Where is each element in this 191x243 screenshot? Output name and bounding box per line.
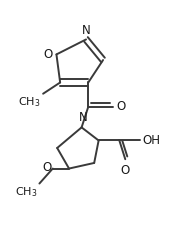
Text: CH$_3$: CH$_3$ [15, 185, 37, 199]
Text: N: N [79, 111, 87, 124]
Text: O: O [116, 100, 126, 113]
Text: CH$_3$: CH$_3$ [18, 95, 41, 109]
Text: N: N [82, 24, 90, 37]
Text: O: O [44, 48, 53, 61]
Text: OH: OH [142, 134, 160, 147]
Text: O: O [121, 164, 130, 177]
Text: O: O [42, 161, 51, 174]
